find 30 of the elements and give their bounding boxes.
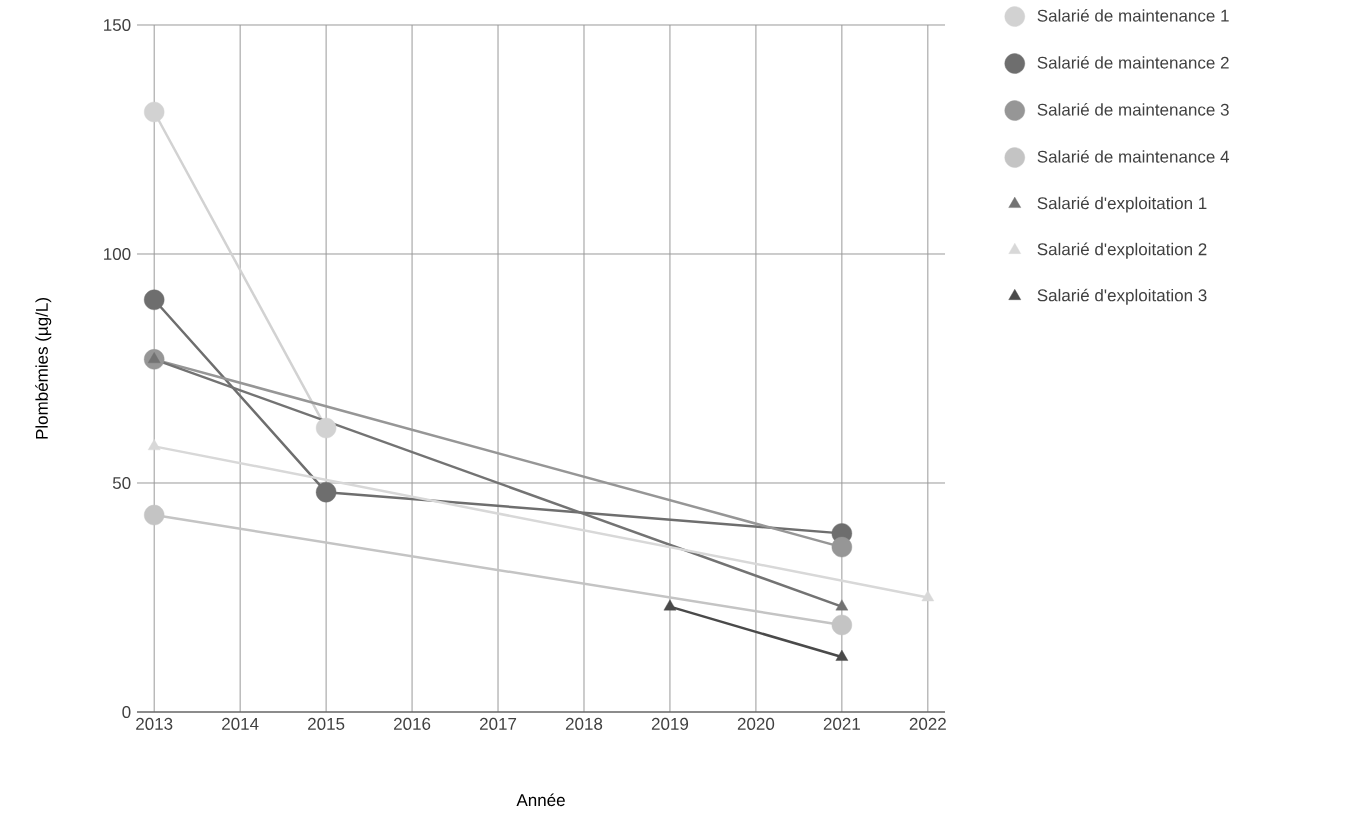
legend-label: Salarié de maintenance 2 [1037,56,1229,69]
x-tick-label: 2017 [479,717,517,730]
x-tick-label: 2022 [909,717,946,730]
x-tick-label: 2014 [222,717,259,730]
x-axis-title: Année [516,793,565,807]
legend-label: Salarié de maintenance 3 [1037,103,1229,116]
point [831,536,853,558]
legend-label: Salarié d'exploitation 1 [1037,196,1207,213]
legend-label: Salarié d'exploitation 2 [1037,242,1207,259]
y-tick-label: 150 [104,18,131,32]
point [143,289,165,310]
point [143,101,165,123]
y-tick-label: 50 [112,476,131,490]
y-axis-title: Plombémies (µg/L) [35,298,52,439]
x-tick-label: 2018 [565,717,603,730]
x-tick-label: 2021 [823,717,860,730]
x-tick-label: 2019 [651,717,689,730]
legend-label: Salarié de maintenance 4 [1037,150,1230,163]
legend-label: Salarié d'exploitation 3 [1037,288,1207,305]
y-tick-label: 0 [122,705,131,719]
point [315,417,337,439]
point [143,504,165,526]
y-tick-label: 100 [104,247,131,261]
point [831,614,853,636]
x-tick-label: 2013 [136,717,173,730]
x-tick-label: 2015 [308,717,345,730]
x-tick-label: 2016 [394,717,431,730]
point [315,481,337,503]
legend-label: Salarié de maintenance 1 [1037,9,1229,22]
x-tick-label: 2020 [737,717,775,730]
